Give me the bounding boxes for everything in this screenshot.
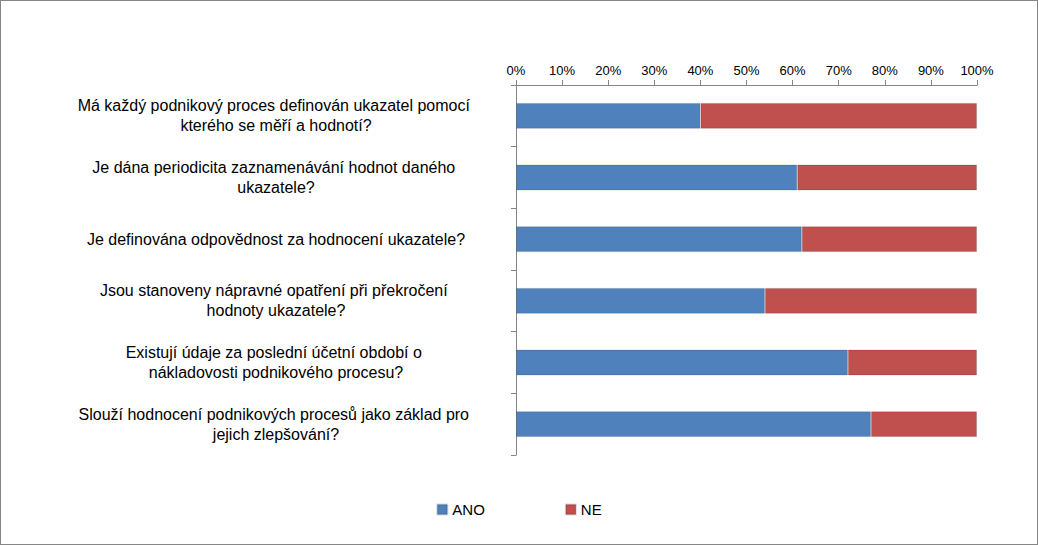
svg-text:10%: 10% bbox=[549, 63, 575, 78]
svg-text:30%: 30% bbox=[641, 63, 667, 78]
svg-text:70%: 70% bbox=[826, 63, 852, 78]
svg-text:nákladovosti podnikového proce: nákladovosti podnikového procesu? bbox=[149, 364, 404, 381]
svg-text:ANO: ANO bbox=[452, 501, 485, 518]
svg-text:Existují údaje za poslední úče: Existují údaje za poslední účetní období… bbox=[126, 344, 427, 361]
svg-text:40%: 40% bbox=[687, 63, 713, 78]
svg-text:Je dána periodicita zaznamenáv: Je dána periodicita zaznamenávání hodnot… bbox=[92, 159, 459, 176]
svg-text:Slouží hodnocení podnikových p: Slouží hodnocení podnikových procesů jak… bbox=[79, 406, 474, 423]
svg-text:kterého se měří a hodnotí?: kterého se měří a hodnotí? bbox=[180, 117, 371, 134]
svg-text:90%: 90% bbox=[918, 63, 944, 78]
svg-text:jejich zlepšování?: jejich zlepšování? bbox=[212, 426, 339, 443]
svg-text:ukazatele?: ukazatele? bbox=[237, 179, 314, 196]
svg-text:80%: 80% bbox=[872, 63, 898, 78]
svg-text:100%: 100% bbox=[960, 63, 994, 78]
svg-text:Je definována odpovědnost za h: Je definována odpovědnost za hodnocení u… bbox=[87, 231, 465, 248]
svg-text:0%: 0% bbox=[507, 63, 526, 78]
svg-text:Jsou stanoveny nápravné opatře: Jsou stanoveny nápravné opatření při pře… bbox=[100, 282, 452, 299]
svg-text:Má každý podnikový proces defi: Má každý podnikový proces definován ukaz… bbox=[78, 97, 475, 114]
svg-text:NE: NE bbox=[581, 501, 602, 518]
svg-text:50%: 50% bbox=[733, 63, 759, 78]
svg-text:20%: 20% bbox=[595, 63, 621, 78]
svg-text:hodnoty ukazatele?: hodnoty ukazatele? bbox=[207, 302, 346, 319]
svg-text:60%: 60% bbox=[780, 63, 806, 78]
